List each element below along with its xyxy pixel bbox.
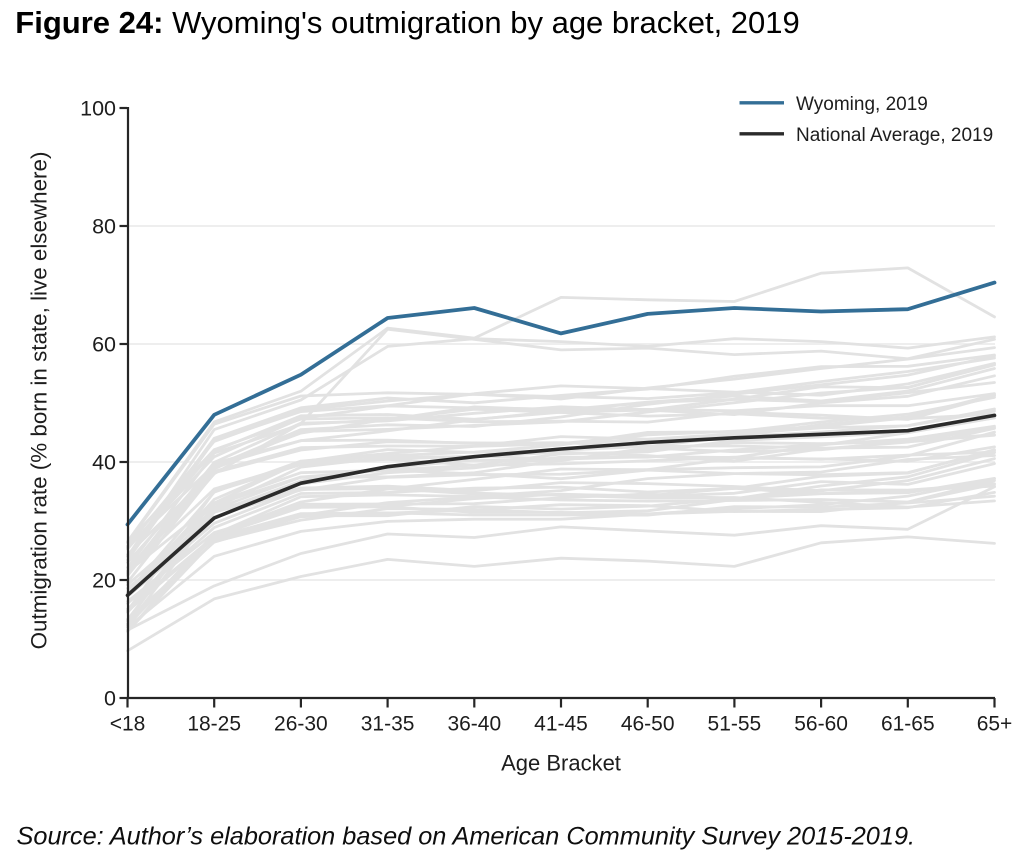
svg-text:Source: Author’s elaboration b: Source: Author’s elaboration based on Am… <box>17 823 916 851</box>
svg-text:Age Bracket: Age Bracket <box>501 751 621 776</box>
svg-text:20: 20 <box>92 569 116 593</box>
svg-text:0: 0 <box>104 687 116 711</box>
svg-text:Wyoming, 2019: Wyoming, 2019 <box>796 94 928 115</box>
svg-text:80: 80 <box>92 215 116 239</box>
svg-text:National Average, 2019: National Average, 2019 <box>796 125 993 146</box>
svg-text:41-45: 41-45 <box>534 713 588 736</box>
svg-text:<18: <18 <box>110 713 146 736</box>
svg-text:40: 40 <box>92 451 116 475</box>
svg-text:31-35: 31-35 <box>361 713 415 736</box>
svg-text:61-65: 61-65 <box>881 713 935 736</box>
svg-text:56-60: 56-60 <box>794 713 848 736</box>
svg-text:60: 60 <box>92 333 116 357</box>
svg-text:Outmigration rate (% born in s: Outmigration rate (% born in state, live… <box>27 152 52 650</box>
svg-text:46-50: 46-50 <box>621 713 675 736</box>
svg-text:36-40: 36-40 <box>447 713 501 736</box>
svg-text:65+: 65+ <box>977 713 1013 736</box>
svg-text:18-25: 18-25 <box>187 713 241 736</box>
svg-text:26-30: 26-30 <box>274 713 328 736</box>
svg-text:100: 100 <box>80 97 116 121</box>
svg-text:Figure 24: Wyoming's outmigrat: Figure 24: Wyoming's outmigration by age… <box>15 5 799 40</box>
svg-text:51-55: 51-55 <box>708 713 762 736</box>
